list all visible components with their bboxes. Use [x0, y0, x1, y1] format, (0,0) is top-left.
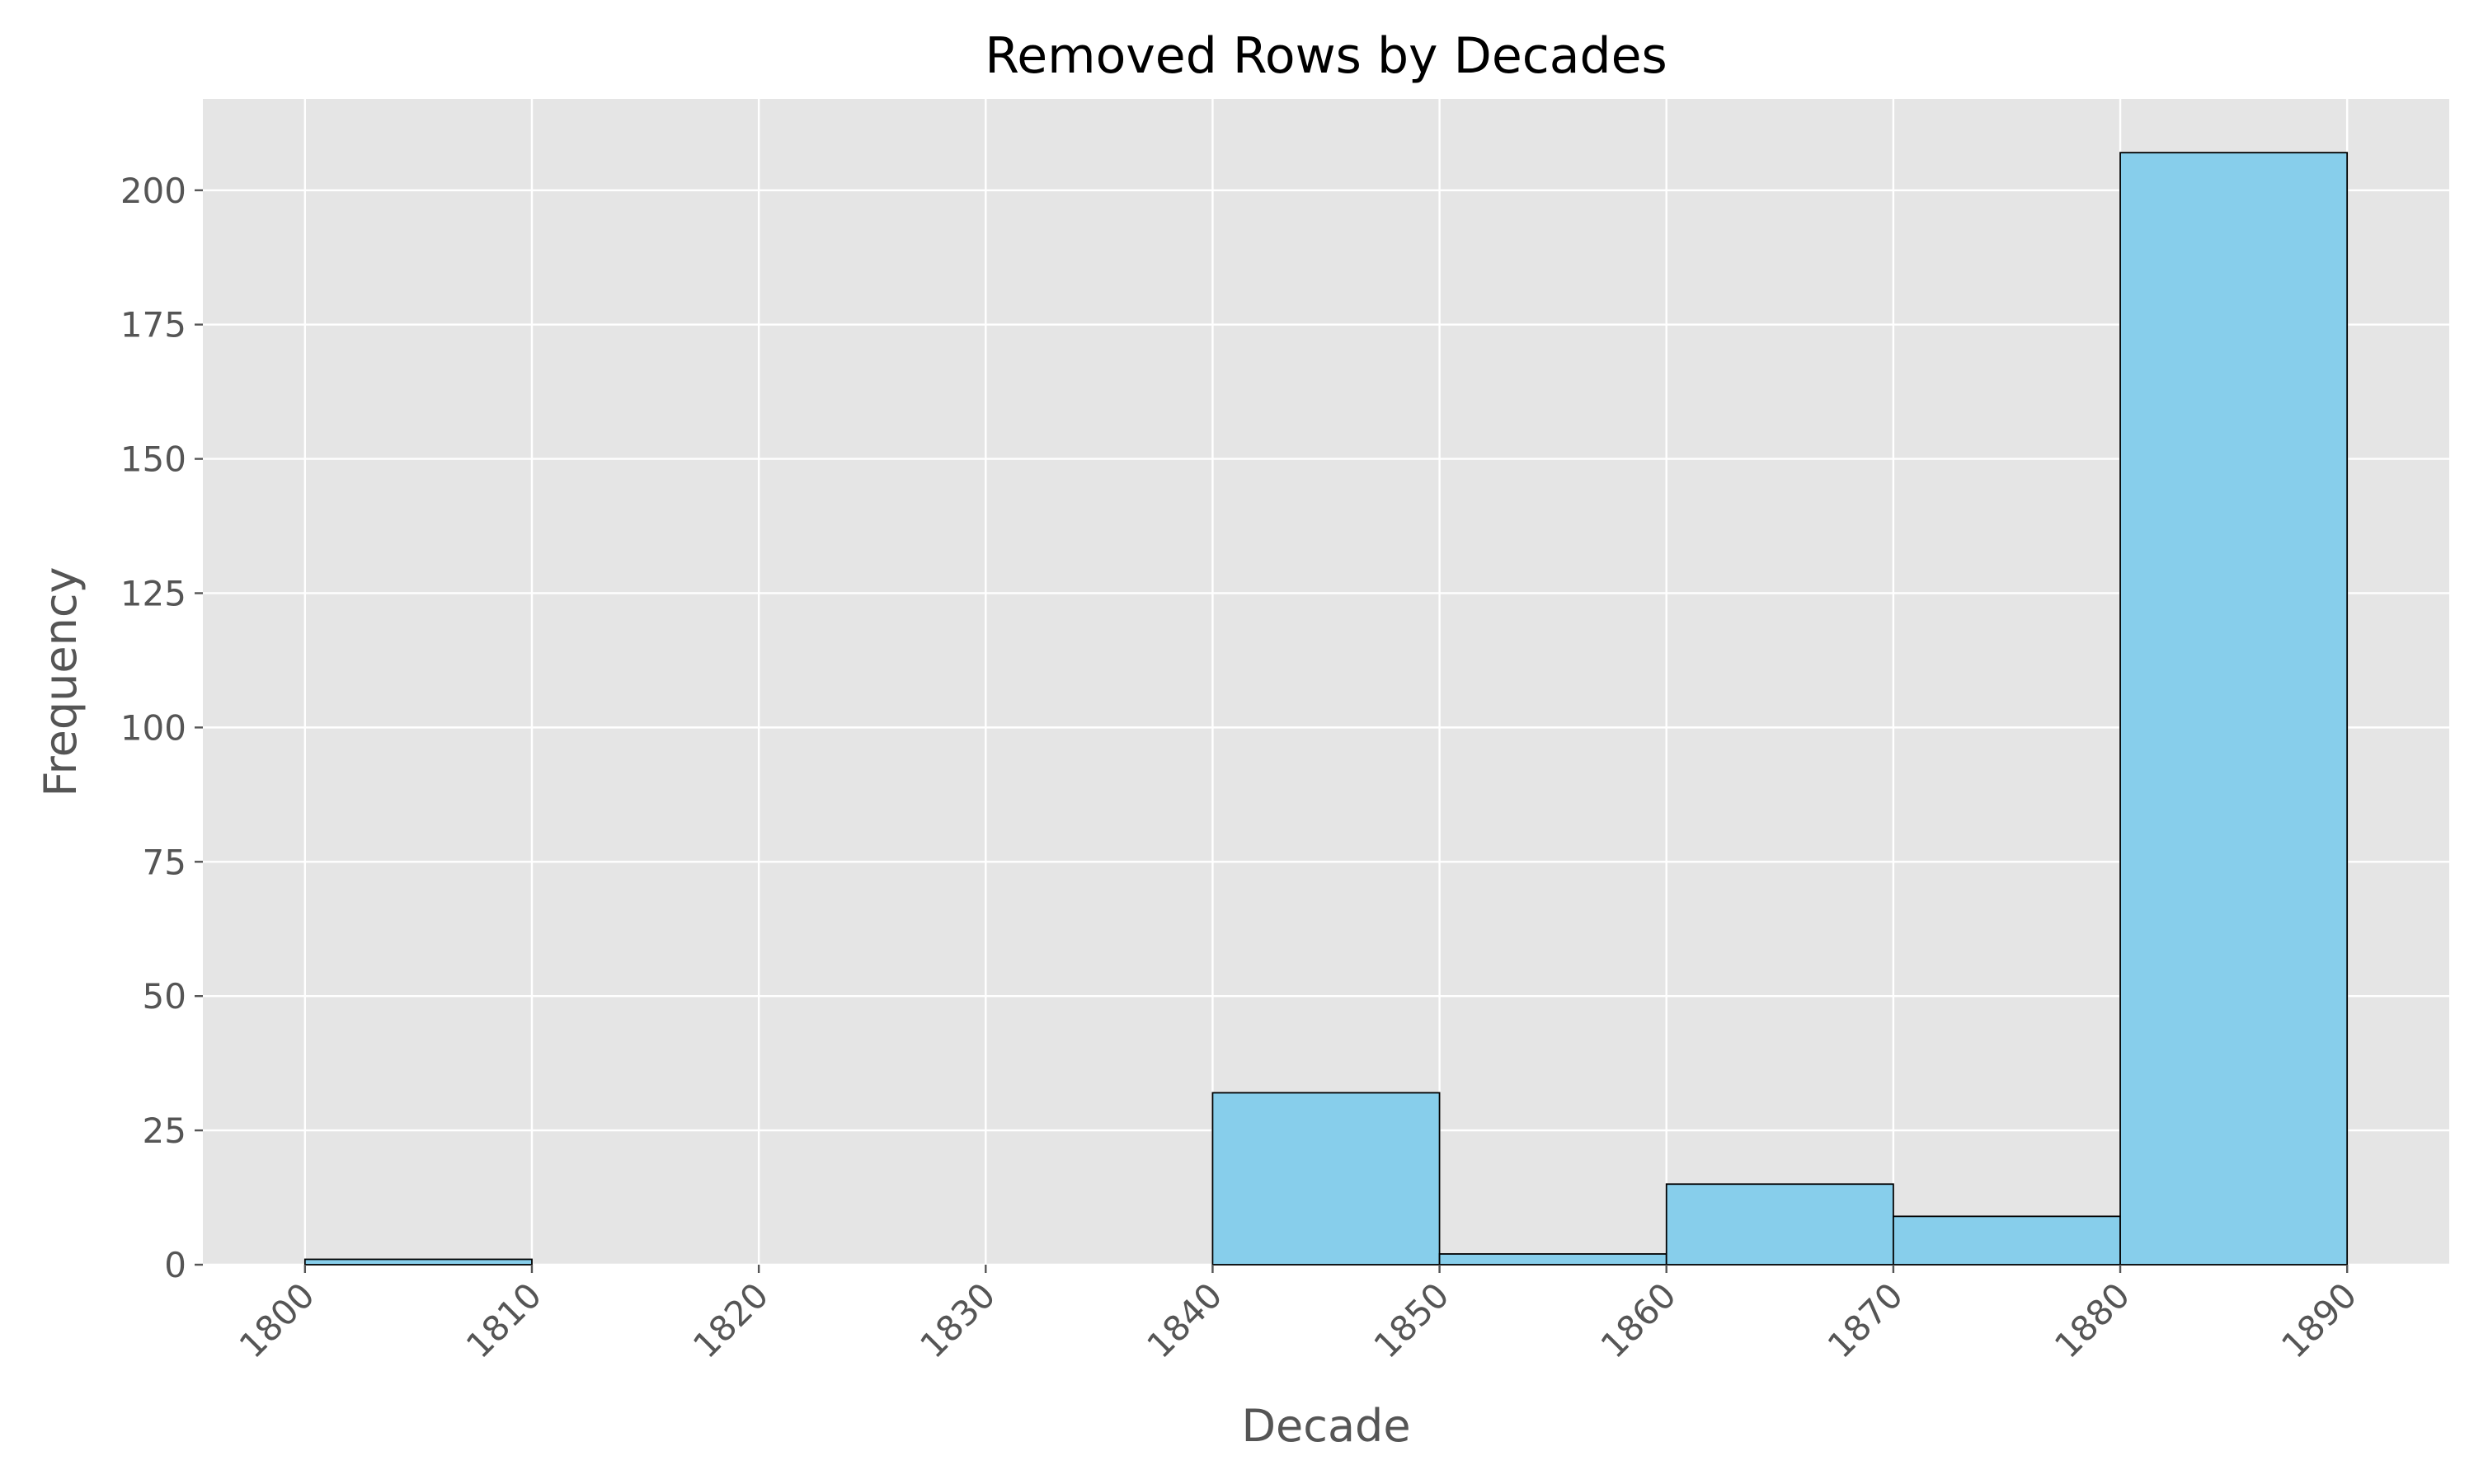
y-tick-label: 150 [120, 439, 186, 480]
x-axis-label: Decade [1241, 1400, 1410, 1452]
y-axis-label: Frequency [35, 567, 87, 797]
x-tick-label: 1820 [685, 1275, 776, 1365]
y-tick-label: 75 [143, 842, 186, 882]
y-tick-label: 50 [143, 976, 186, 1017]
y-tick-label: 125 [120, 573, 186, 613]
x-tick-label: 1880 [2047, 1275, 2138, 1365]
histogram-bar [1438, 1253, 1667, 1266]
x-tick-label: 1850 [1366, 1275, 1456, 1365]
x-tick-label: 1870 [1820, 1275, 1911, 1365]
y-tick-label: 0 [164, 1245, 186, 1285]
histogram-bar [1211, 1092, 1441, 1266]
histogram-bar [2119, 152, 2349, 1266]
chart-title: Removed Rows by Decades [985, 27, 1667, 85]
histogram-bar [1665, 1183, 1894, 1266]
y-tick-label: 100 [120, 707, 186, 748]
y-tick-label: 200 [120, 171, 186, 211]
histogram-bar [303, 1258, 533, 1266]
y-tick-label: 175 [120, 305, 186, 345]
x-tick-label: 1830 [912, 1275, 1003, 1365]
plot-background [203, 99, 2449, 1265]
histogram-bar [1892, 1215, 2121, 1266]
y-tick-label: 25 [143, 1111, 186, 1151]
histogram-bars [303, 152, 2349, 1266]
x-tick-label: 1840 [1139, 1275, 1230, 1365]
x-tick-label: 1800 [232, 1275, 322, 1365]
x-tick-label: 1810 [459, 1275, 549, 1365]
grid-lines [203, 99, 2449, 1266]
x-tick-label: 1860 [1593, 1275, 1684, 1365]
x-tick-label: 1890 [2274, 1275, 2364, 1365]
